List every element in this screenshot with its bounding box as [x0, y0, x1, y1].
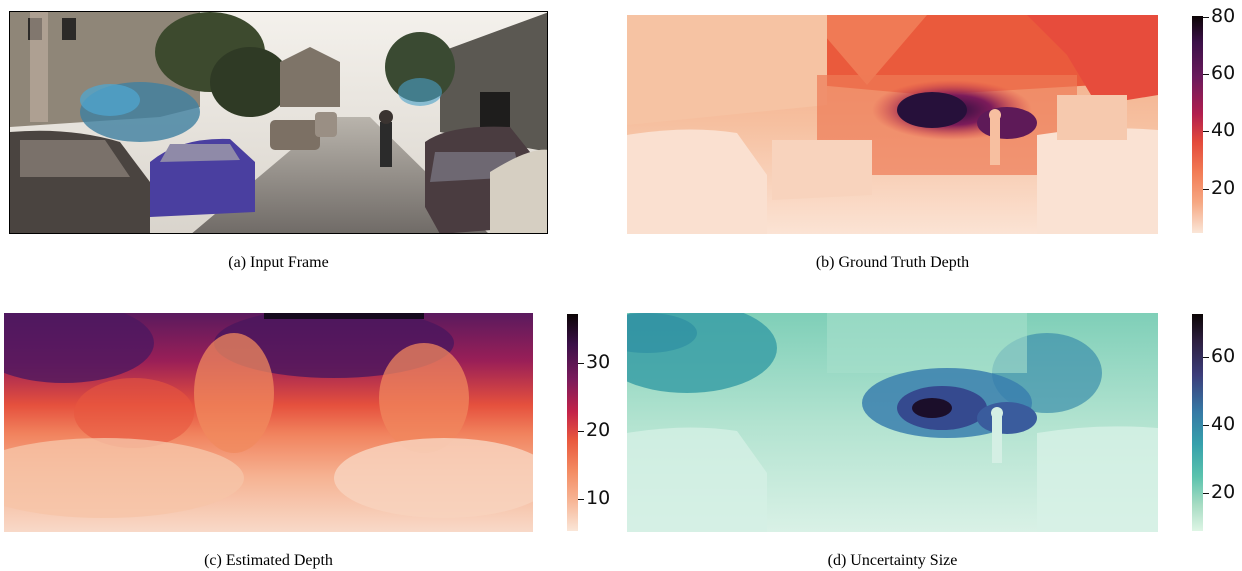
input-frame-image [9, 11, 548, 234]
gt-tick-40: 40 [1211, 119, 1236, 141]
unc-tick-40: 40 [1211, 413, 1236, 435]
est-tick-10: 10 [586, 487, 611, 509]
caption-estimated-depth: (c) Estimated Depth [204, 552, 333, 569]
estimated-depth-map [4, 313, 533, 532]
uncertainty-size-map [627, 313, 1158, 532]
est-tick-30: 30 [586, 351, 611, 373]
gt-tick-20: 20 [1211, 177, 1236, 199]
caption-uncertainty-size: (d) Uncertainty Size [827, 552, 958, 569]
caption-input-frame: (a) Input Frame [228, 254, 329, 271]
uncertainty-colorbar [1192, 314, 1203, 531]
unc-tick-20: 20 [1211, 481, 1236, 503]
estimated-depth-colorbar [567, 314, 578, 531]
gt-tick-60: 60 [1211, 62, 1236, 84]
ground-truth-depth-map [627, 15, 1158, 234]
caption-ground-truth-depth: (b) Ground Truth Depth [815, 254, 970, 271]
unc-tick-60: 60 [1211, 345, 1236, 367]
gt-tick-80: 80 [1211, 5, 1236, 27]
ground-truth-colorbar [1192, 16, 1203, 233]
est-tick-20: 20 [586, 419, 611, 441]
